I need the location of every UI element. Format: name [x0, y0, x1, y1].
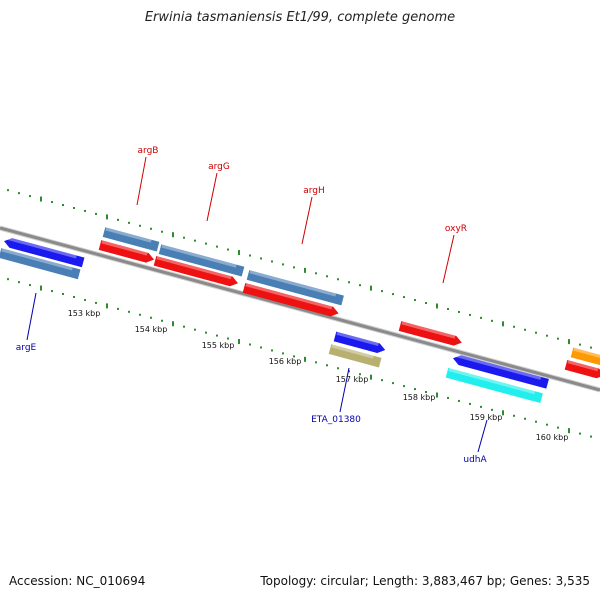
- tick-tracks: [7, 189, 592, 438]
- accession-label: Accession: NC_010694: [9, 574, 146, 588]
- gene-body: [333, 331, 386, 354]
- gene-body: [153, 256, 239, 287]
- gene-labels: argB argG argH oxyR argE ETA_01380 udhA: [16, 146, 488, 465]
- tick-track-inner: [7, 278, 592, 438]
- gene-highlight: [448, 368, 536, 395]
- gene-udhA-cds[interactable]: [452, 353, 549, 389]
- gene-highlight: [245, 283, 333, 310]
- gene-body: [158, 244, 245, 277]
- gene-argH[interactable]: [246, 270, 344, 306]
- scale-label: 153 kbp: [68, 309, 101, 318]
- gene-highlight: [401, 321, 456, 339]
- scale-label: 158 kbp: [403, 393, 436, 402]
- leader-line: [26, 292, 37, 341]
- gene-highlight: [336, 331, 379, 346]
- gene-next-gene-cds[interactable]: [570, 347, 600, 368]
- leader-line: [136, 156, 147, 206]
- gene-body: [4, 238, 85, 268]
- scale-label: 154 kbp: [135, 325, 168, 334]
- gene-argE[interactable]: [3, 236, 85, 268]
- gene-highlight: [454, 353, 542, 380]
- gene-body: [328, 344, 382, 368]
- gene-next-gene-red[interactable]: [564, 359, 600, 380]
- gene-features: [0, 227, 600, 404]
- leader-line: [301, 196, 313, 245]
- gene-highlight: [573, 347, 600, 359]
- scale-label: 155 kbp: [202, 341, 235, 350]
- gene-body: [242, 283, 339, 317]
- gene-label-udhA[interactable]: udhA: [463, 455, 487, 465]
- gene-body: [564, 359, 600, 379]
- scale-labels: 153 kbp 154 kbp 155 kbp 156 kbp 157 kbp 158 k…: [68, 309, 569, 442]
- gene-label-argB[interactable]: argB: [138, 146, 159, 156]
- gene-highlight: [105, 227, 152, 243]
- gene-highlight: [331, 344, 374, 359]
- topology-summary: Topology: circular; Length: 3,883,467 bp…: [260, 574, 590, 588]
- gene-argB-cds[interactable]: [98, 240, 156, 264]
- gene-body: [453, 355, 549, 389]
- gene-label-argE[interactable]: argE: [16, 343, 37, 353]
- gene-body: [445, 367, 543, 404]
- gene-argH-cds[interactable]: [242, 283, 340, 318]
- gene-body: [0, 248, 81, 280]
- gene-argG[interactable]: [158, 244, 245, 277]
- gene-argG-cds[interactable]: [153, 256, 240, 288]
- scale-label: 160 kbp: [536, 433, 569, 442]
- gene-body: [398, 321, 462, 346]
- gene-label-argG[interactable]: argG: [208, 162, 230, 172]
- backbone-line: [0, 226, 600, 392]
- scale-label: 156 kbp: [269, 357, 302, 366]
- gene-highlight: [156, 256, 232, 280]
- scale-label: 159 kbp: [470, 413, 503, 422]
- tick-track-outer: [7, 189, 592, 349]
- gene-body: [102, 227, 160, 252]
- gene-label-argH[interactable]: argH: [303, 186, 325, 196]
- gene-argB[interactable]: [102, 227, 160, 252]
- scale-label: 157 kbp: [336, 375, 369, 384]
- leader-line: [339, 367, 350, 413]
- genome-title: Erwinia tasmaniensis Et1/99, complete ge…: [144, 10, 456, 25]
- gene-label-ETA_01380[interactable]: ETA_01380: [311, 415, 361, 425]
- gene-highlight: [249, 270, 337, 297]
- gene-label-oxyR[interactable]: oxyR: [445, 224, 467, 234]
- gene-ETA_01380[interactable]: [328, 344, 382, 368]
- leader-line: [206, 172, 218, 222]
- label-leaders: [26, 156, 488, 453]
- leader-line: [442, 234, 455, 284]
- genome-backbone: [0, 225, 600, 393]
- gene-body: [246, 270, 344, 306]
- gene-highlight: [1, 248, 73, 271]
- gene-highlight: [101, 240, 148, 256]
- gene-highlight: [5, 236, 77, 259]
- gene-highlight: [567, 360, 599, 372]
- gene-body: [570, 347, 600, 366]
- gene-oxyR[interactable]: [398, 321, 463, 347]
- gene-udhA[interactable]: [445, 367, 543, 404]
- gene-ETA_01380-cds[interactable]: [333, 331, 387, 355]
- leader-line: [477, 419, 488, 453]
- gene-highlight: [161, 244, 237, 268]
- gene-body: [98, 240, 155, 263]
- gene-argE-track2[interactable]: [0, 248, 81, 280]
